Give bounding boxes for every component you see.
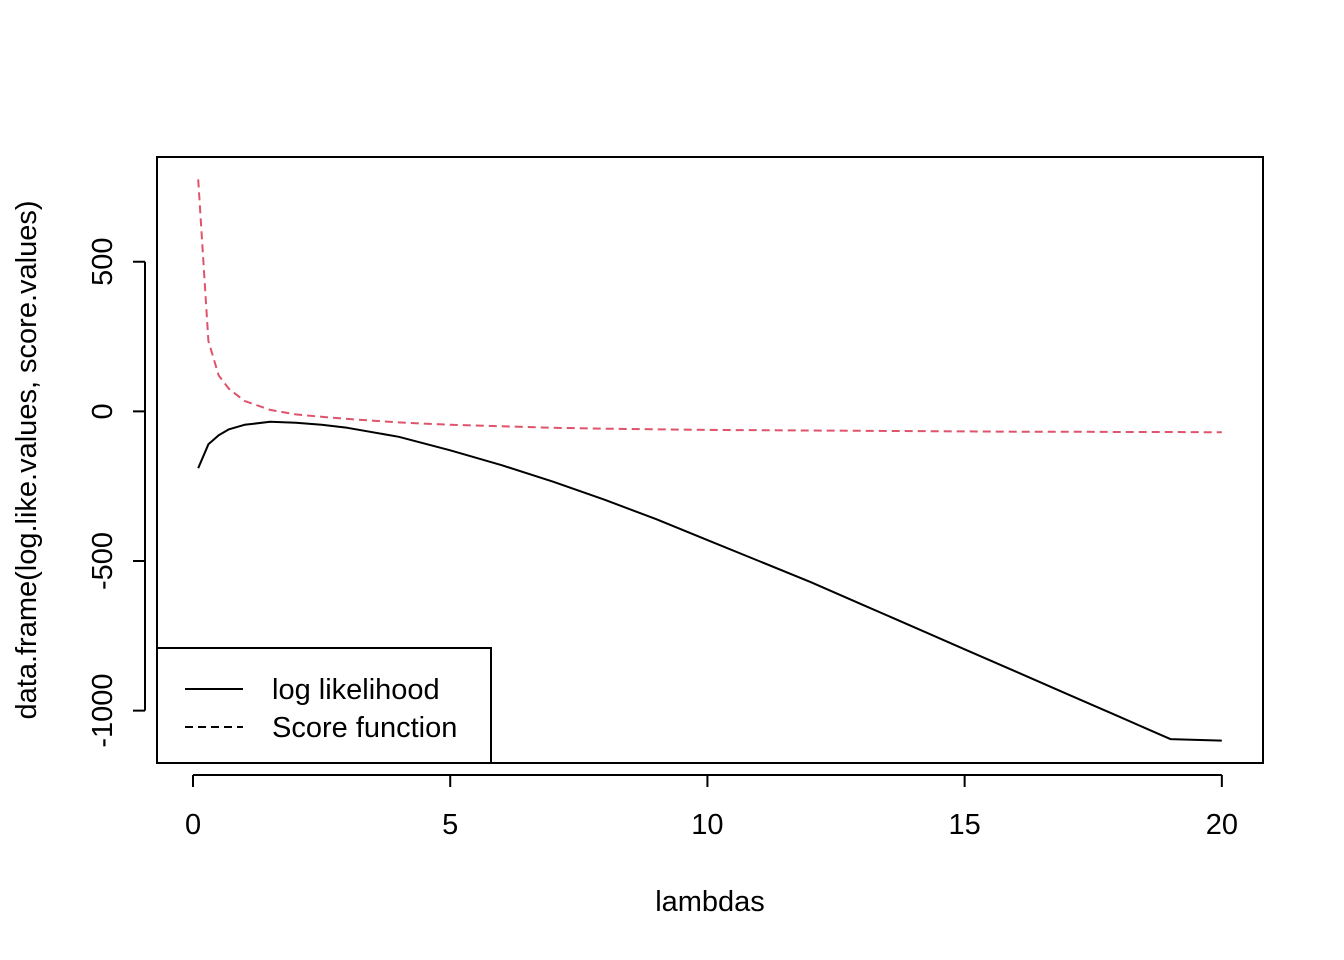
y-tick-label: -1000 <box>87 674 119 748</box>
series-line-1 <box>197 420 1222 742</box>
x-tick-label: 10 <box>691 809 723 841</box>
plot-frame <box>156 156 1264 764</box>
chart-marks <box>197 179 1222 742</box>
y-tick-label: -500 <box>87 532 119 590</box>
legend-box <box>156 647 492 764</box>
legend-label-2: Score function <box>272 712 457 744</box>
y-tick-label: 500 <box>87 238 119 286</box>
x-tick-label: 0 <box>185 809 201 841</box>
x-tick-label: 5 <box>442 809 458 841</box>
x-axis-title: lambdas <box>655 886 765 918</box>
y-axis: -1000 -500 0 500 <box>87 238 146 748</box>
x-tick-label: 20 <box>1206 809 1238 841</box>
legend-label-1: log likelihood <box>272 674 440 706</box>
legend: log likelihood Score function <box>156 647 492 764</box>
y-axis-title: data.frame(log.like.values, score.values… <box>11 200 43 719</box>
x-tick-label: 15 <box>949 809 981 841</box>
y-tick-label: 0 <box>87 403 119 419</box>
series-line-2 <box>197 179 1222 434</box>
x-axis: 0 5 10 15 20 <box>185 774 1238 841</box>
